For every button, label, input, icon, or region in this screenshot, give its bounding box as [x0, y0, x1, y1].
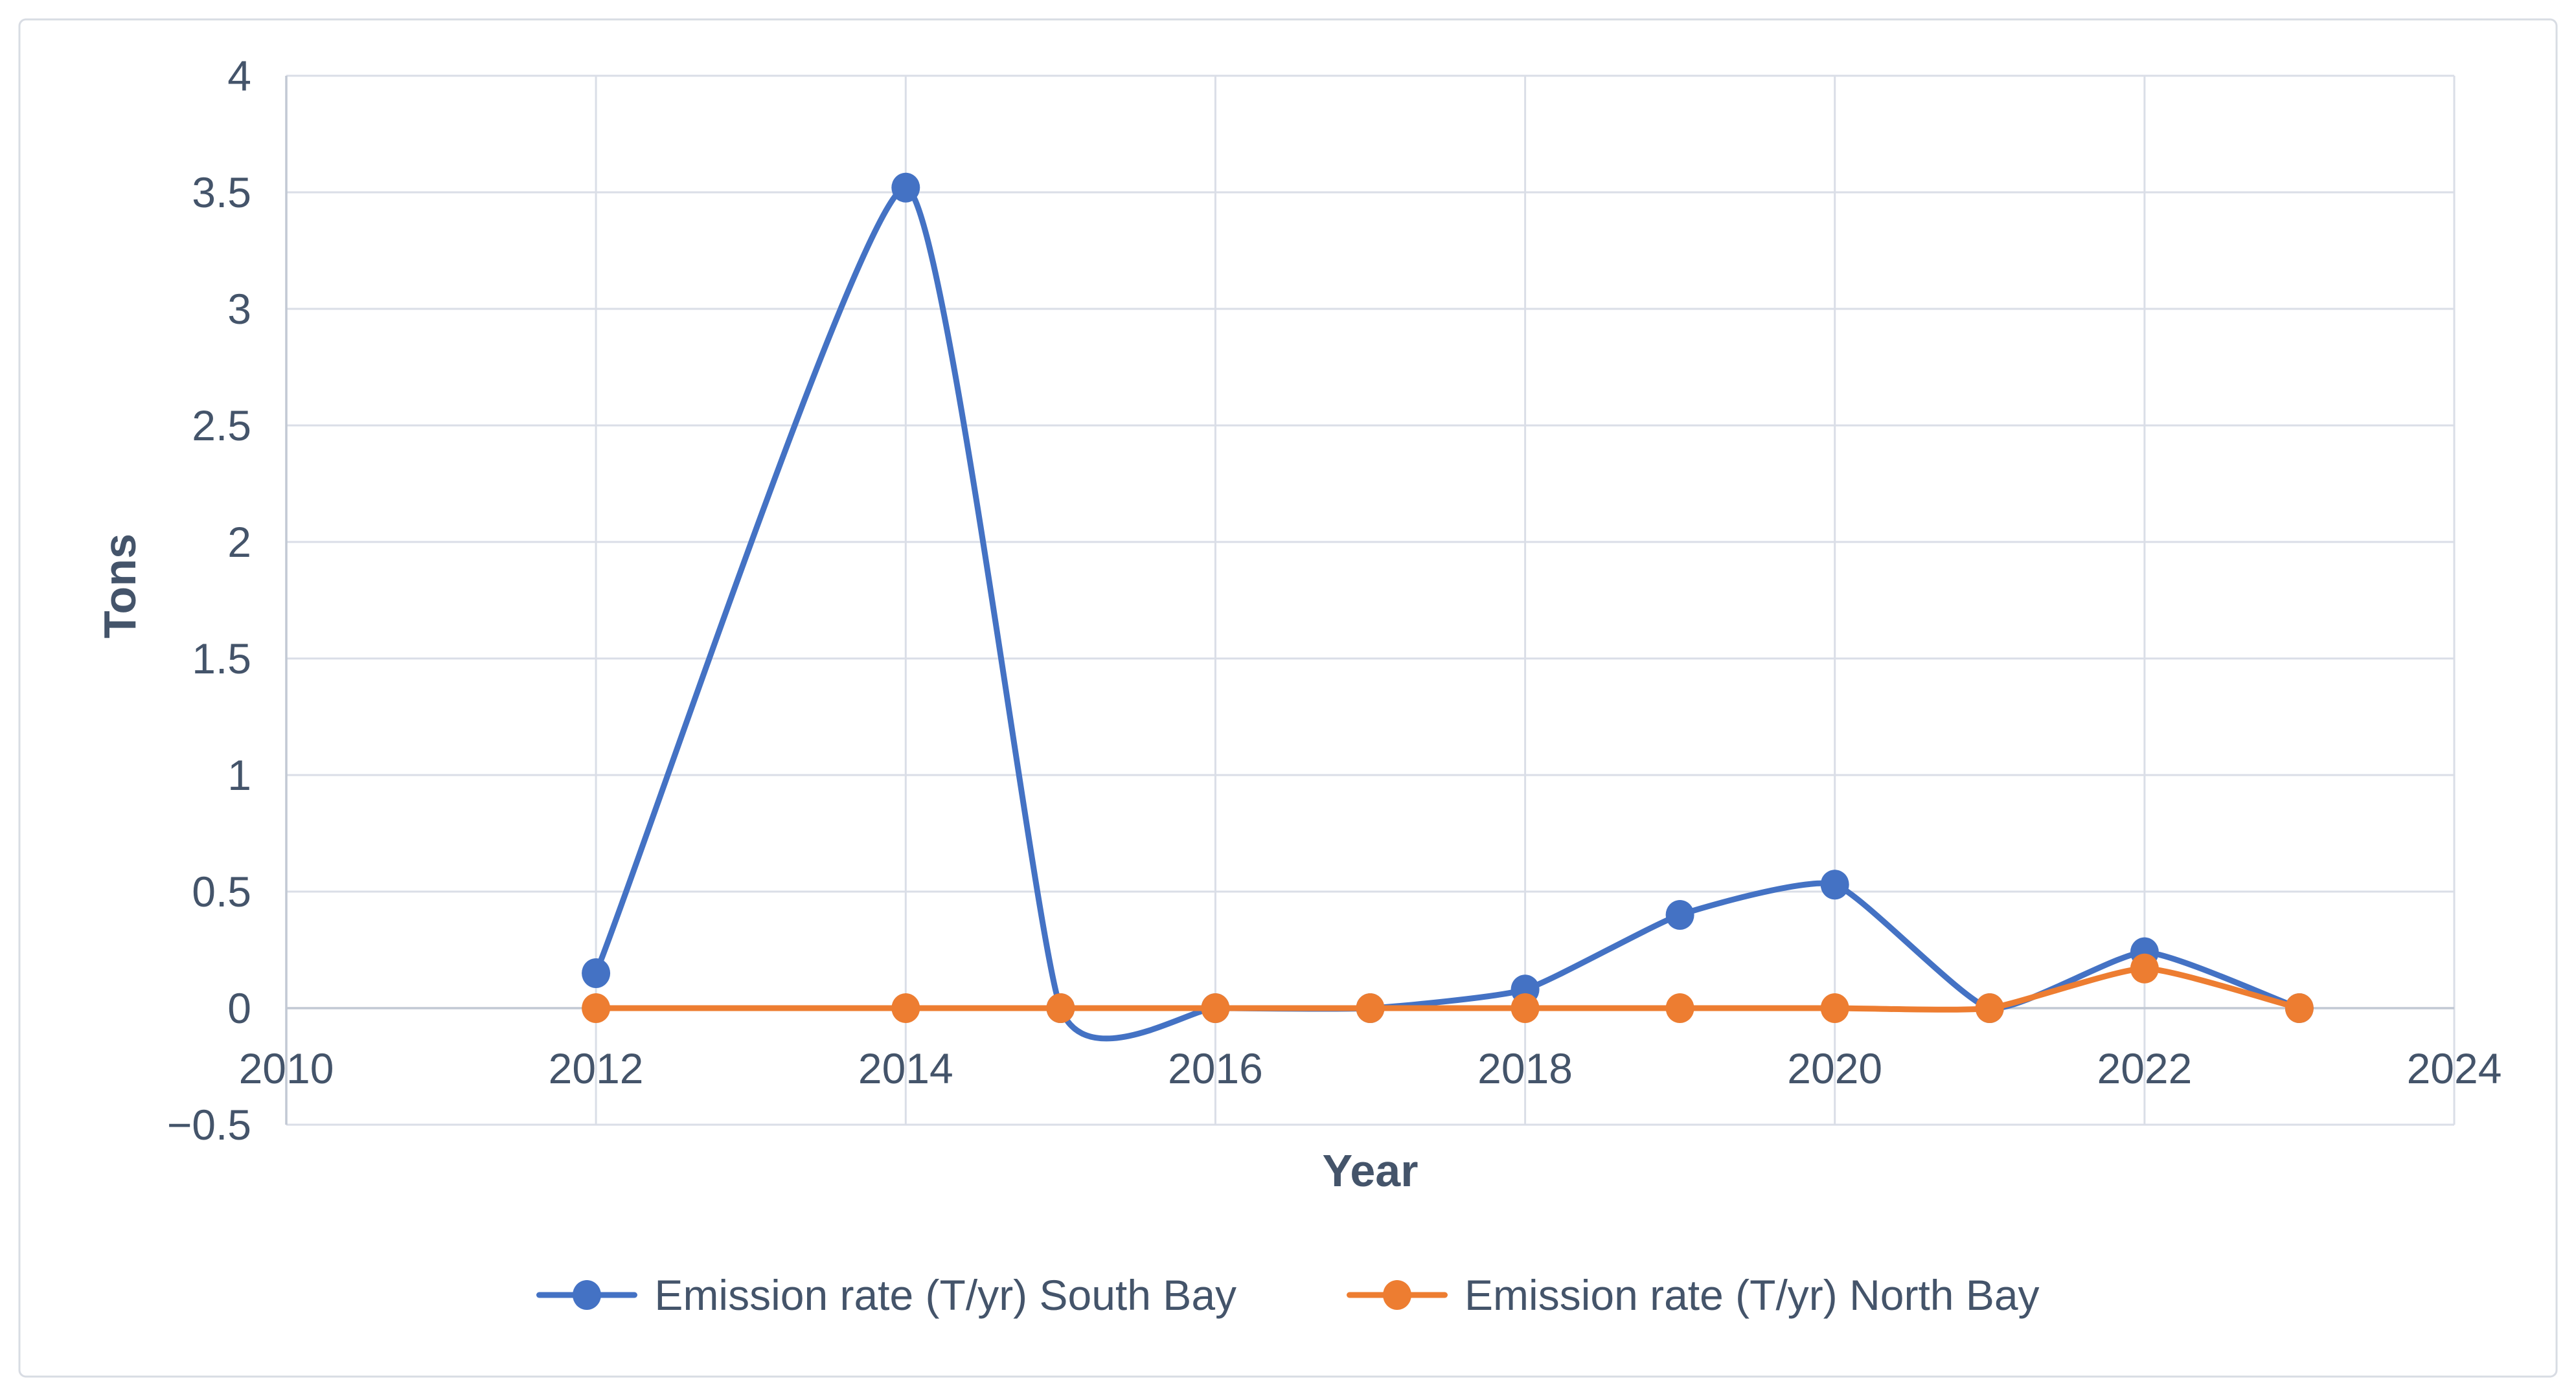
legend-item-north-bay: Emission rate (T/yr) North Bay [1347, 1270, 2040, 1320]
x-tick-label: 2024 [2407, 1044, 2502, 1092]
y-tick-label: 2.5 [192, 401, 251, 449]
x-tick-label: 2020 [1787, 1044, 1882, 1092]
y-tick-label: 0 [227, 984, 251, 1032]
data-point-marker-north-bay [2130, 953, 2159, 984]
y-tick-label: −0.5 [167, 1101, 251, 1149]
data-point-marker-north-bay [1046, 993, 1075, 1023]
y-tick-label: 1.5 [192, 635, 251, 682]
x-axis-title: Year [1322, 1145, 1419, 1196]
figure-border [18, 18, 2558, 1378]
data-point-marker-north-bay [1665, 993, 1694, 1023]
y-tick-label: 0.5 [192, 868, 251, 916]
legend: Emission rate (T/yr) South Bay Emission … [0, 1270, 2576, 1320]
x-tick-label: 2010 [239, 1044, 334, 1092]
data-point-marker-north-bay [891, 993, 920, 1023]
y-tick-label: 3.5 [192, 168, 251, 216]
data-point-marker-south-bay [891, 172, 920, 203]
x-tick-label: 2014 [858, 1044, 953, 1092]
legend-dot-icon [1383, 1280, 1412, 1310]
legend-dot-icon [573, 1280, 602, 1310]
y-axis-title: Tons [95, 533, 145, 639]
x-tick-label: 2022 [2097, 1044, 2192, 1092]
x-tick-label: 2012 [549, 1044, 644, 1092]
data-point-marker-north-bay [582, 993, 611, 1023]
y-tick-label: 3 [227, 285, 251, 333]
data-point-marker-north-bay [1356, 993, 1385, 1023]
legend-marker-south-bay [536, 1279, 638, 1311]
y-tick-label: 1 [227, 751, 251, 799]
x-tick-label: 2016 [1168, 1044, 1263, 1092]
legend-label-north-bay: Emission rate (T/yr) North Bay [1465, 1271, 2040, 1319]
legend-item-south-bay: Emission rate (T/yr) South Bay [536, 1270, 1237, 1320]
data-point-marker-south-bay [582, 958, 611, 988]
y-tick-label: 4 [227, 52, 251, 100]
legend-marker-north-bay [1347, 1279, 1448, 1311]
data-point-marker-north-bay [1820, 993, 1849, 1023]
data-point-marker-north-bay [1201, 993, 1230, 1023]
data-point-marker-north-bay [1510, 993, 1540, 1023]
x-tick-label: 2018 [1477, 1044, 1573, 1092]
data-point-marker-north-bay [2285, 993, 2314, 1023]
y-tick-label: 2 [227, 518, 251, 566]
data-point-marker-north-bay [1975, 993, 2004, 1023]
legend-label-south-bay: Emission rate (T/yr) South Bay [654, 1271, 1237, 1319]
data-point-marker-south-bay [1820, 870, 1849, 900]
data-point-marker-south-bay [1665, 900, 1694, 930]
